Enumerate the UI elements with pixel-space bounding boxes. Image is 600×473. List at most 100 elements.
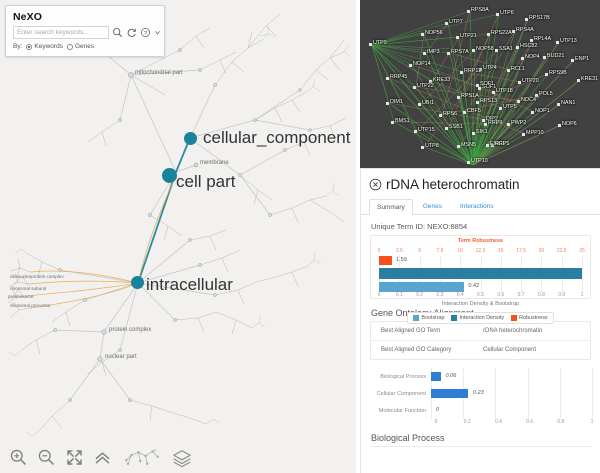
tree-hub-cell-part[interactable]: [162, 168, 177, 183]
gene-node[interactable]: [577, 79, 580, 82]
tree-node-label-nuclear-part[interactable]: nuclear part: [105, 354, 137, 360]
gene-node[interactable]: [445, 127, 448, 130]
gene-node[interactable]: [457, 145, 460, 148]
gene-node[interactable]: [409, 64, 412, 67]
search-panel[interactable]: NeXO ? By: Keywor: [5, 5, 165, 57]
gene-node[interactable]: [543, 56, 546, 59]
gene-node[interactable]: [571, 59, 574, 62]
gene-node[interactable]: [557, 103, 560, 106]
gene-node[interactable]: [525, 18, 528, 21]
refresh-icon[interactable]: [126, 27, 137, 38]
gene-node[interactable]: [414, 130, 417, 133]
gene-node[interactable]: [445, 22, 448, 25]
collapse-icon[interactable]: [93, 448, 112, 467]
gene-node[interactable]: [463, 111, 466, 114]
tree-node-label-protein-complex[interactable]: protein complex: [109, 327, 152, 333]
legend-item-interaction-density[interactable]: Interaction Density: [451, 315, 504, 321]
radio-keywords[interactable]: Keywords: [26, 43, 63, 50]
tree-node-label-ribonucleoprotein-complex[interactable]: ribonucleoprotein complex: [10, 274, 64, 279]
gene-node[interactable]: [521, 57, 524, 60]
gene-node[interactable]: [429, 80, 432, 83]
gene-interaction-network[interactable]: UTP9 UTP7 NOP56 UTP21 IMP3 RPS7A NOP14 RRP12 RRP…: [360, 0, 600, 168]
close-circle-icon[interactable]: [369, 178, 382, 191]
tree-node-label-ribosomal-subunit[interactable]: ribosomal subunit: [10, 286, 47, 291]
tree-hub-intracellular[interactable]: [131, 276, 144, 289]
legend-item-bootstrap[interactable]: Bootstrap: [413, 315, 444, 321]
tab-summary[interactable]: Summary: [369, 199, 413, 215]
radio-genes[interactable]: Genes: [66, 43, 94, 50]
tree-node-label-mitochondrial-part[interactable]: mitochondrial part: [135, 70, 183, 76]
help-icon[interactable]: ?: [140, 27, 151, 38]
tree-hub-cellular-component[interactable]: [184, 132, 197, 145]
gene-node[interactable]: [421, 146, 424, 149]
gene-node[interactable]: [507, 123, 510, 126]
gene-node[interactable]: [479, 68, 482, 71]
zoom-in-icon[interactable]: [9, 448, 28, 467]
gene-node[interactable]: [423, 52, 426, 55]
gridline: [463, 368, 465, 385]
gene-node[interactable]: [386, 77, 389, 80]
gene-node[interactable]: [391, 121, 394, 124]
gridline: [463, 402, 465, 419]
gene-node[interactable]: [507, 69, 510, 72]
gene-node[interactable]: [522, 133, 525, 136]
gene-node[interactable]: [516, 46, 519, 49]
gene-node[interactable]: [496, 13, 499, 16]
tree-node-label-cellular-component[interactable]: cellular_component: [203, 128, 351, 147]
tree-node-label-membrane[interactable]: membrane: [200, 160, 229, 166]
go-term-key: Best Aligned GO Term: [381, 328, 441, 334]
tree-node-label-preribosome[interactable]: preribosome: [8, 294, 34, 299]
gene-node[interactable]: [457, 96, 460, 99]
gene-node[interactable]: [467, 10, 470, 13]
legend-label-robustness: Robustness: [519, 315, 548, 321]
chevron-down-icon[interactable]: [154, 27, 161, 38]
tab-interactions[interactable]: Interactions: [459, 203, 494, 210]
gene-node[interactable]: [535, 94, 538, 97]
gene-node[interactable]: [530, 39, 533, 42]
gene-node[interactable]: [447, 52, 450, 55]
gene-node[interactable]: [545, 73, 548, 76]
legend-item-robustness[interactable]: Robustness: [511, 315, 548, 321]
gene-node[interactable]: [531, 111, 534, 114]
search-input[interactable]: [13, 26, 109, 39]
tab-genes[interactable]: Genes: [422, 203, 442, 210]
tree-node-label-cell-part[interactable]: cell part: [176, 172, 236, 191]
fit-to-screen-icon[interactable]: [65, 448, 84, 467]
gene-node[interactable]: [518, 81, 521, 84]
gene-node[interactable]: [491, 144, 494, 147]
gene-node[interactable]: [439, 114, 442, 117]
gene-node[interactable]: [369, 43, 372, 46]
gene-node[interactable]: [499, 107, 502, 110]
gene-node[interactable]: [517, 100, 520, 103]
gene-node[interactable]: [487, 33, 490, 36]
robustness-chart-title: Term Robustness: [457, 238, 504, 244]
search-icon[interactable]: [112, 27, 123, 38]
gene-node[interactable]: [476, 84, 479, 87]
gene-node[interactable]: [460, 71, 463, 74]
gene-node[interactable]: [492, 91, 495, 94]
tree-node-label-intracellular[interactable]: intracellular: [146, 275, 233, 294]
gene-node[interactable]: [482, 119, 485, 122]
gene-node[interactable]: [456, 36, 459, 39]
gene-node[interactable]: [472, 132, 475, 135]
gene-node[interactable]: [472, 49, 475, 52]
gene-node[interactable]: [467, 161, 470, 164]
gene-node[interactable]: [413, 86, 416, 89]
gene-node[interactable]: [486, 144, 489, 147]
zoom-out-icon[interactable]: [37, 448, 56, 467]
network-overview-icon[interactable]: [121, 448, 163, 467]
gene-node[interactable]: [421, 33, 424, 36]
gene-node[interactable]: [484, 123, 487, 126]
gene-node[interactable]: [418, 103, 421, 106]
gene-node[interactable]: [556, 41, 559, 44]
gene-node[interactable]: [478, 87, 481, 90]
gene-node[interactable]: [558, 124, 561, 127]
gene-node[interactable]: [512, 30, 515, 33]
ontology-tree-panel[interactable]: cellular_component cell part intracellul…: [0, 0, 356, 473]
tree-node-label-ribosomal-precursor[interactable]: ribosomal precursor: [10, 303, 51, 308]
gene-node[interactable]: [476, 101, 479, 104]
gene-node[interactable]: [386, 102, 389, 105]
gene-node[interactable]: [495, 49, 498, 52]
layers-icon[interactable]: [172, 448, 192, 467]
